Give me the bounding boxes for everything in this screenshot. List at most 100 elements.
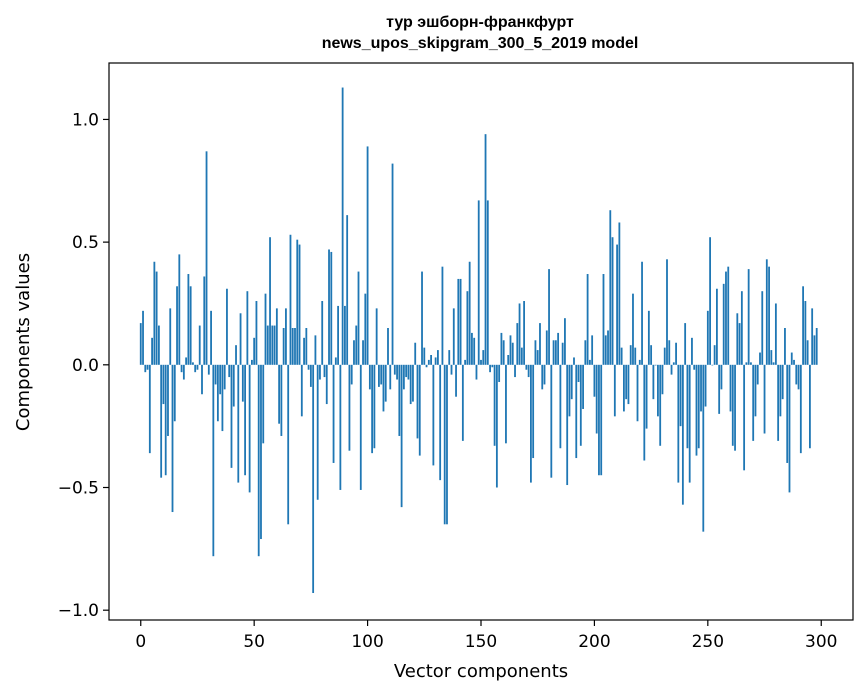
bar-294 (806, 340, 809, 365)
bar-148 (475, 364, 478, 380)
bar-240 (684, 323, 687, 365)
bar-287 (790, 352, 793, 365)
bar-26 (198, 325, 201, 365)
x-axis-ticks: 0 50 100 150 200 250 300 (135, 620, 837, 652)
bar-271 (754, 364, 757, 417)
bar-143 (464, 359, 467, 365)
bar-180 (548, 269, 550, 365)
bar-105 (378, 364, 380, 387)
bar-82 (325, 364, 328, 405)
bar-112 (393, 364, 396, 375)
bar-80 (321, 301, 324, 365)
bar-173 (532, 364, 535, 459)
bar-154 (489, 364, 491, 373)
bar-151 (482, 350, 485, 365)
bar-282 (779, 364, 782, 417)
bar-238 (679, 364, 682, 427)
bar-285 (786, 364, 789, 463)
bar-222 (643, 364, 646, 461)
bar-153 (486, 200, 489, 365)
bar-106 (380, 364, 383, 385)
bar-193 (577, 364, 580, 382)
bar-30 (207, 364, 210, 375)
bar-270 (752, 364, 755, 441)
bar-291 (799, 364, 802, 454)
bar-34 (216, 364, 219, 422)
bar-186 (561, 342, 564, 365)
bar-223 (645, 364, 648, 429)
bar-83 (328, 249, 330, 365)
bar-170 (525, 364, 528, 370)
bar-32 (212, 364, 215, 557)
bar-23 (192, 362, 194, 365)
bar-71 (300, 364, 303, 417)
bar-100 (366, 146, 369, 365)
bar-118 (407, 364, 410, 380)
bar-224 (647, 310, 650, 365)
bar-15 (173, 364, 176, 422)
bar-256 (720, 364, 723, 390)
x-tick-label: 300 (805, 632, 837, 652)
bar-11 (164, 364, 167, 476)
bar-22 (189, 286, 192, 365)
bar-37 (223, 364, 226, 390)
bar-165 (514, 364, 516, 378)
bar-103 (373, 364, 376, 449)
bar-107 (382, 364, 385, 412)
bar-97 (359, 364, 362, 490)
bar-145 (468, 261, 471, 365)
bar-111 (391, 163, 394, 365)
bar-263 (736, 313, 739, 365)
x-tick-label: 50 (243, 632, 265, 652)
bar-93 (350, 364, 353, 385)
bar-140 (457, 278, 460, 365)
y-tick-label: 0.5 (72, 233, 99, 253)
bar-64 (285, 308, 287, 365)
bar-275 (763, 364, 766, 434)
bar-133 (441, 266, 444, 365)
bar-104 (375, 308, 378, 365)
bar-233 (668, 340, 671, 365)
bar-182 (552, 340, 555, 365)
x-tick-label: 200 (578, 632, 610, 652)
bar-212 (620, 347, 623, 365)
bar-65 (287, 364, 290, 525)
x-tick-label: 100 (351, 632, 383, 652)
bar-13 (169, 308, 172, 365)
bar-9 (160, 364, 163, 478)
bar-290 (797, 364, 800, 390)
bar-132 (439, 364, 442, 481)
bar-277 (768, 266, 770, 365)
bar-122 (416, 364, 419, 439)
bar-201 (595, 364, 598, 434)
bar-5 (151, 337, 153, 365)
bar-74 (307, 364, 310, 370)
bars-group (139, 87, 818, 594)
bar-29 (205, 151, 208, 365)
bar-292 (802, 286, 804, 365)
bar-276 (765, 259, 768, 365)
bar-123 (418, 364, 421, 456)
bar-58 (271, 325, 274, 365)
bar-16 (176, 286, 178, 365)
bar-138 (452, 308, 455, 365)
bar-235 (672, 362, 675, 365)
bar-1 (142, 310, 144, 365)
bar-109 (387, 328, 389, 365)
bar-119 (409, 364, 412, 405)
bar-113 (396, 364, 398, 380)
bar-70 (298, 244, 301, 365)
bar-283 (781, 364, 784, 400)
bar-144 (466, 291, 469, 365)
bar-244 (693, 364, 696, 370)
bar-242 (688, 364, 691, 483)
bar-158 (498, 364, 501, 382)
bar-204 (602, 274, 605, 365)
bar-50 (253, 337, 256, 365)
bar-110 (389, 364, 392, 390)
bar-94 (353, 340, 355, 365)
y-tick-label: −1.0 (58, 601, 99, 621)
bar-199 (591, 335, 594, 365)
